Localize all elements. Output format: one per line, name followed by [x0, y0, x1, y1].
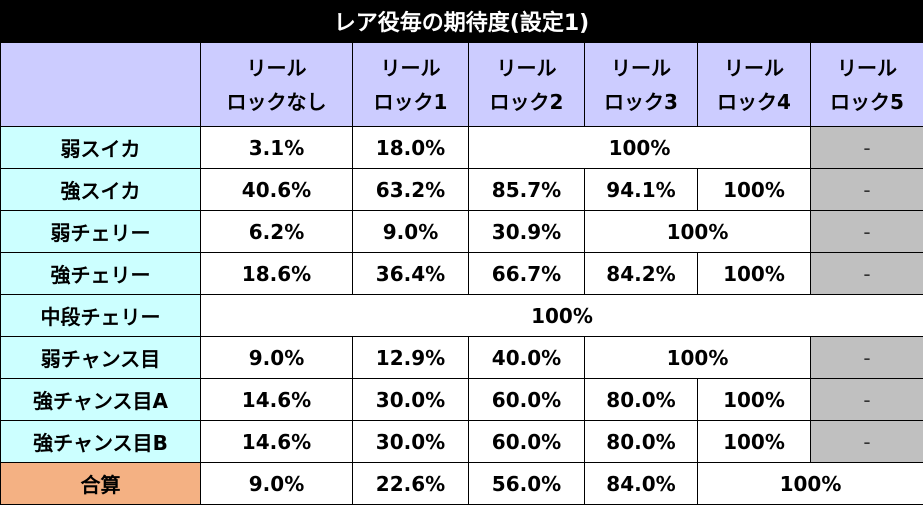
total-label: 合算: [0, 462, 201, 505]
table-cell: 30.0%: [352, 378, 469, 421]
table-row: 強チャンス目B 14.6% 30.0% 60.0% 80.0% 100% -: [0, 420, 923, 463]
table-cell: 60.0%: [468, 420, 585, 463]
expectation-table: リール ロックなし リール ロック1 リール ロック2 リール ロック3 リール ロック4…: [0, 42, 923, 505]
table-cell: 18.0%: [352, 126, 469, 169]
header-reel-lock-1: リール ロック1: [352, 42, 469, 127]
table-cell: 22.6%: [352, 462, 469, 505]
table-cell: 3.1%: [200, 126, 353, 169]
table-row: 弱チャンス目 9.0% 12.9% 40.0% 100% -: [0, 336, 923, 379]
merged-cell: 100%: [584, 336, 811, 379]
table-cell: 12.9%: [352, 336, 469, 379]
row-label: 弱チェリー: [0, 210, 201, 253]
table-row: 強スイカ 40.6% 63.2% 85.7% 94.1% 100% -: [0, 168, 923, 211]
header-row: リール ロックなし リール ロック1 リール ロック2 リール ロック3 リール ロック4…: [0, 42, 923, 127]
table-cell: 14.6%: [200, 420, 353, 463]
table-cell: 30.0%: [352, 420, 469, 463]
total-row: 合算 9.0% 22.6% 56.0% 84.0% 100%: [0, 462, 923, 505]
header-corner: [0, 42, 201, 127]
table-cell: 85.7%: [468, 168, 585, 211]
table-cell: 30.9%: [468, 210, 585, 253]
table-row: 弱スイカ 3.1% 18.0% 100% -: [0, 126, 923, 169]
table-row: 弱チェリー 6.2% 9.0% 30.9% 100% -: [0, 210, 923, 253]
unavailable-cell: -: [810, 168, 923, 211]
table-cell: 80.0%: [584, 378, 698, 421]
table-row: 強チェリー 18.6% 36.4% 66.7% 84.2% 100% -: [0, 252, 923, 295]
table-row: 強チャンス目A 14.6% 30.0% 60.0% 80.0% 100% -: [0, 378, 923, 421]
table-cell: 63.2%: [352, 168, 469, 211]
table-cell: 100%: [697, 252, 811, 295]
header-reel-lock-4: リール ロック4: [697, 42, 811, 127]
table-cell: 18.6%: [200, 252, 353, 295]
header-reel-lock-none: リール ロックなし: [200, 42, 353, 127]
merged-cell: 100%: [584, 210, 811, 253]
table-cell: 9.0%: [200, 462, 353, 505]
merged-cell: 100%: [697, 462, 923, 505]
unavailable-cell: -: [810, 420, 923, 463]
header-reel-lock-3: リール ロック3: [584, 42, 698, 127]
row-label: 強チャンス目B: [0, 420, 201, 463]
table-cell: 40.0%: [468, 336, 585, 379]
table-cell: 9.0%: [200, 336, 353, 379]
header-reel-lock-5: リール ロック5: [810, 42, 923, 127]
table-cell: 40.6%: [200, 168, 353, 211]
table-cell: 9.0%: [352, 210, 469, 253]
table-cell: 100%: [697, 168, 811, 211]
table-cell: 84.2%: [584, 252, 698, 295]
table-cell: 100%: [697, 420, 811, 463]
table-cell: 80.0%: [584, 420, 698, 463]
table-cell: 6.2%: [200, 210, 353, 253]
table-cell: 14.6%: [200, 378, 353, 421]
row-label: 弱チャンス目: [0, 336, 201, 379]
table-cell: 100%: [697, 378, 811, 421]
table-row: 中段チェリー 100%: [0, 294, 923, 337]
unavailable-cell: -: [810, 210, 923, 253]
row-label: 強スイカ: [0, 168, 201, 211]
header-reel-lock-2: リール ロック2: [468, 42, 585, 127]
table-cell: 84.0%: [584, 462, 698, 505]
merged-cell: 100%: [468, 126, 811, 169]
row-label: 中段チェリー: [0, 294, 201, 337]
table-cell: 60.0%: [468, 378, 585, 421]
unavailable-cell: -: [810, 378, 923, 421]
table-cell: 56.0%: [468, 462, 585, 505]
row-label: 強チェリー: [0, 252, 201, 295]
table-cell: 94.1%: [584, 168, 698, 211]
unavailable-cell: -: [810, 126, 923, 169]
table-cell: 66.7%: [468, 252, 585, 295]
merged-cell: 100%: [200, 294, 923, 337]
unavailable-cell: -: [810, 336, 923, 379]
table-title: レア役毎の期待度(設定1): [0, 0, 923, 42]
row-label: 強チャンス目A: [0, 378, 201, 421]
unavailable-cell: -: [810, 252, 923, 295]
row-label: 弱スイカ: [0, 126, 201, 169]
table-cell: 36.4%: [352, 252, 469, 295]
